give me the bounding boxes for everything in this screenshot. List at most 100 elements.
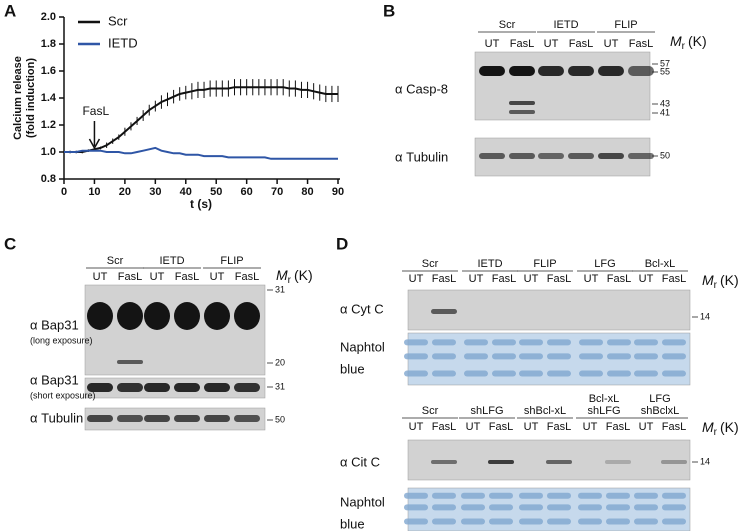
blot-band	[634, 504, 658, 511]
mr-unit: (K)	[294, 267, 313, 283]
blot-band	[492, 353, 516, 360]
blot-band	[509, 101, 535, 105]
lane-label: UT	[485, 38, 500, 50]
group-label: shLFG	[587, 405, 620, 417]
y-tick-label: 1.2	[41, 119, 56, 131]
blot-band	[404, 504, 428, 511]
blot-band	[461, 492, 485, 499]
antibody-label: α Casp-8	[395, 81, 448, 96]
blot-band	[174, 302, 200, 330]
blot-band	[404, 339, 428, 346]
x-tick-label: 10	[88, 186, 100, 198]
x-tick-label: 70	[271, 186, 283, 198]
blot-band	[432, 353, 456, 360]
blot-band	[144, 415, 170, 422]
panel-letter: C	[4, 234, 16, 253]
y-axis-label: (fold induction)	[25, 58, 37, 138]
group-label: shBclxL	[641, 405, 680, 417]
group-label: LFG	[649, 393, 670, 405]
lane-label: UT	[409, 421, 424, 433]
lane-label: FasL	[235, 271, 259, 283]
marker-label: 31	[275, 381, 285, 391]
blot-band	[579, 339, 603, 346]
panel-letter: A	[4, 1, 16, 20]
blot-band	[144, 302, 170, 330]
blot-band	[234, 415, 260, 422]
lane-label: UT	[524, 273, 539, 285]
antibody-label: (long exposure)	[30, 335, 93, 345]
lane-label: FasL	[510, 38, 534, 50]
blot-band	[464, 339, 488, 346]
blot-band	[432, 370, 456, 377]
marker-label: 43	[660, 98, 670, 108]
x-tick-label: 0	[61, 186, 67, 198]
blot-band	[634, 518, 658, 525]
blot-band	[628, 66, 654, 76]
blot-band	[431, 309, 457, 314]
blot-band	[547, 339, 571, 346]
blot-band	[606, 518, 630, 525]
blot-band	[488, 460, 514, 464]
blot-band	[174, 415, 200, 422]
mr-label: Mr (K)	[702, 419, 739, 438]
blot-band	[578, 492, 602, 499]
lane-label: UT	[544, 38, 559, 50]
mr-label: Mr (K)	[276, 267, 313, 286]
blot-band	[598, 153, 624, 159]
blot-band	[606, 492, 630, 499]
blot-band	[509, 153, 535, 159]
blot-band	[546, 460, 572, 464]
blot-band	[578, 518, 602, 525]
group-label: IETD	[159, 255, 184, 267]
x-axis-label: t (s)	[190, 197, 212, 211]
blot-band	[509, 110, 535, 114]
blot-band	[547, 518, 571, 525]
lane-label: UT	[93, 271, 108, 283]
marker-label: 57	[660, 58, 670, 68]
blot-band	[489, 492, 513, 499]
mr-sub: r	[682, 41, 686, 52]
antibody-label: Naphtol	[340, 494, 385, 509]
lane-label: FasL	[175, 271, 199, 283]
group-label: IETD	[477, 258, 502, 270]
blot-band	[538, 66, 564, 76]
marker-label: 50	[275, 414, 285, 424]
group-label: Scr	[422, 258, 439, 270]
x-tick-label: 60	[241, 186, 253, 198]
lane-label: FasL	[118, 271, 142, 283]
blot-band	[461, 518, 485, 525]
lane-label: FasL	[432, 421, 456, 433]
blot-band	[404, 353, 428, 360]
series-line	[64, 86, 338, 153]
mr-symbol: M	[276, 267, 288, 283]
antibody-label: blue	[340, 516, 365, 531]
blot-band	[431, 460, 457, 464]
lane-label: UT	[584, 273, 599, 285]
blot-band	[519, 339, 543, 346]
blot-band	[605, 460, 631, 464]
blot-band	[174, 383, 200, 392]
blot-band	[519, 504, 543, 511]
antibody-label: (short exposure)	[30, 390, 96, 400]
y-tick-label: 1.4	[41, 92, 57, 104]
marker-label: 20	[275, 357, 285, 367]
mr-symbol: M	[702, 419, 714, 435]
antibody-label: Naphtol	[340, 339, 385, 354]
lane-label: UT	[639, 421, 654, 433]
blot-band	[404, 492, 428, 499]
antibody-label: α Cit C	[340, 454, 380, 469]
group-label: Bcl-xL	[645, 258, 676, 270]
blot-band	[492, 339, 516, 346]
blot-band	[432, 504, 456, 511]
blot-band	[519, 518, 543, 525]
blot-band	[509, 66, 535, 76]
lane-label: FasL	[662, 421, 686, 433]
blot-band	[607, 353, 631, 360]
blot-band	[662, 518, 686, 525]
panel-letter: D	[336, 234, 348, 253]
x-tick-label: 90	[332, 186, 344, 198]
marker-label: 55	[660, 66, 670, 76]
lane-label: UT	[524, 421, 539, 433]
y-tick-label: 1.8	[41, 38, 56, 50]
lane-label: FasL	[569, 38, 593, 50]
